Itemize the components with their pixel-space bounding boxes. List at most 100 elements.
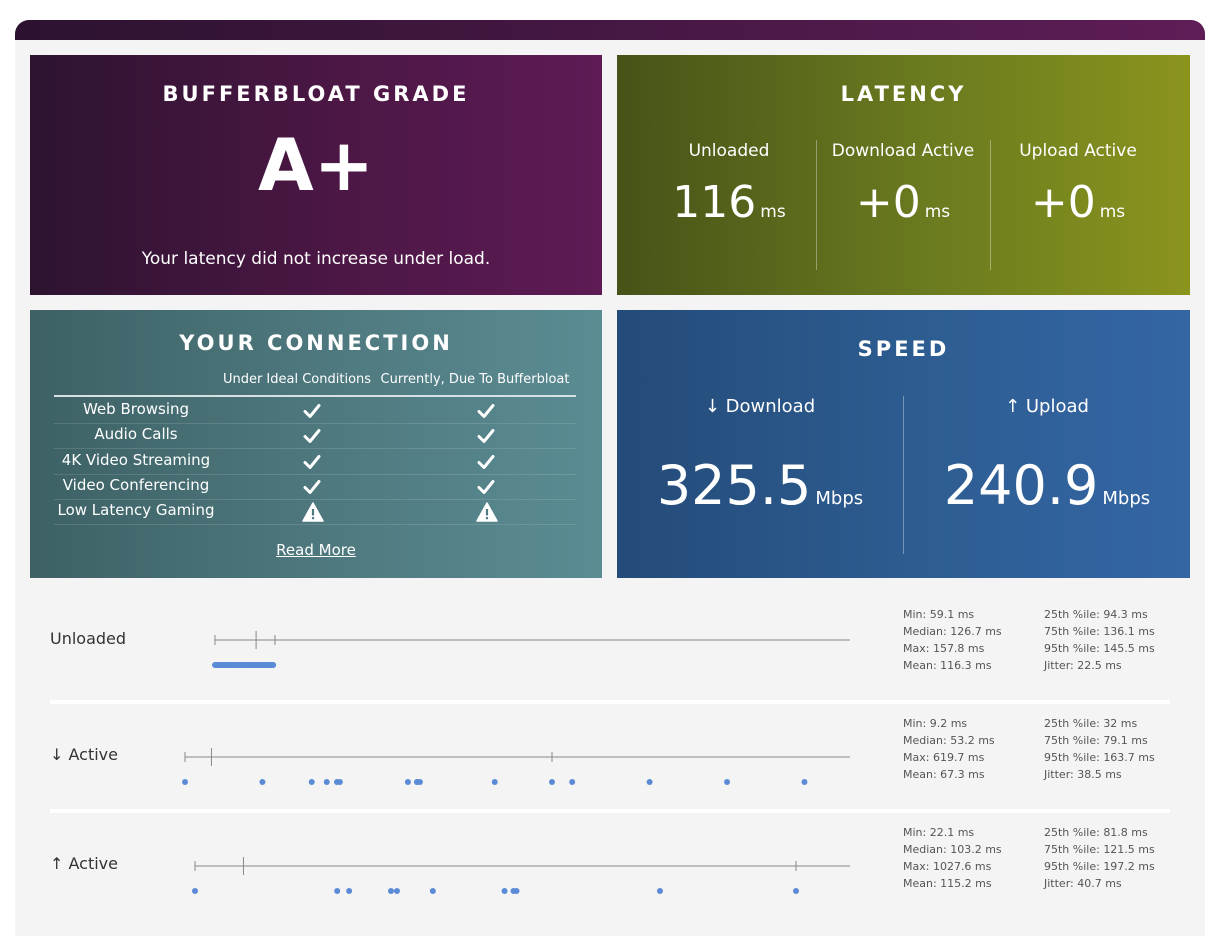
latency-value: +0 — [1030, 177, 1096, 228]
stat-right: 75th %ile: 136.1 ms — [1044, 625, 1155, 638]
sample-dot — [308, 779, 315, 785]
stat-left: Mean: 116.3 ms — [903, 659, 992, 672]
sample-dot — [346, 888, 353, 894]
box-plot — [212, 631, 850, 668]
header-bar — [15, 20, 1205, 40]
header-ideal-conditions: Under Ideal Conditions — [222, 372, 372, 387]
connection-row: Video Conferencing — [54, 474, 576, 500]
upload-value: 240.9 — [943, 454, 1099, 517]
sample-dot — [404, 779, 411, 785]
stat-left: Mean: 67.3 ms — [903, 768, 985, 781]
stat-left: Median: 126.7 ms — [903, 625, 1002, 638]
stat-right: Jitter: 40.7 ms — [1044, 877, 1122, 890]
download-value: 325.5 — [656, 454, 812, 517]
row-label: Unloaded — [50, 629, 127, 648]
results-panel: BUFFERBLOAT GRADE A+ Your latency did no… — [15, 20, 1205, 936]
activity-label: Low Latency Gaming — [57, 501, 215, 520]
stat-left: Min: 59.1 ms — [903, 608, 975, 621]
sample-dot — [333, 779, 340, 785]
sample-dot — [416, 779, 423, 785]
check-icon — [302, 426, 322, 446]
connection-row: Audio Calls — [54, 423, 576, 450]
sample-dot — [513, 888, 520, 894]
latency-row: ↑ Active Min: 22.1 ms Median: 103.2 ms Max:… — [50, 816, 1170, 916]
activity-label: Web Browsing — [82, 400, 190, 418]
stat-right: Jitter: 38.5 ms — [1044, 768, 1122, 781]
check-icon — [476, 401, 496, 421]
sample-dot — [192, 888, 198, 894]
sample-dot — [323, 779, 330, 785]
latency-unloaded: Unloaded 116 ms — [642, 141, 816, 225]
sample-dot — [724, 779, 731, 785]
latency-row: ↓ Active Min: 9.2 ms Median: 53.2 ms Max: 6… — [50, 707, 1170, 807]
upload-unit: Mbps — [1102, 488, 1151, 509]
latency-label: Upload Active — [1019, 141, 1137, 161]
connection-card: YOUR CONNECTION Under Ideal Conditions C… — [30, 310, 602, 578]
latency-title: LATENCY — [840, 82, 967, 106]
latency-upload-active: Upload Active +0 ms — [991, 141, 1165, 225]
grade-title: BUFFERBLOAT GRADE — [162, 82, 470, 106]
sample-dot — [259, 779, 266, 785]
sample-dot — [501, 888, 508, 894]
stat-right: 95th %ile: 163.7 ms — [1044, 751, 1155, 764]
stat-right: 25th %ile: 94.3 ms — [1044, 608, 1148, 621]
speed-title: SPEED — [857, 337, 950, 361]
sample-dot — [491, 779, 498, 785]
connection-title: YOUR CONNECTION — [179, 331, 453, 355]
read-more-link[interactable]: Read More — [276, 541, 356, 559]
download-label: ↓ Download — [704, 396, 816, 417]
connection-row: Low Latency Gaming — [54, 499, 576, 526]
divider — [903, 396, 904, 554]
stat-right: 95th %ile: 145.5 ms — [1044, 642, 1155, 655]
upload-label: ↑ Upload — [1005, 396, 1089, 417]
latency-download-active: Download Active +0 ms — [816, 141, 990, 225]
header-divider — [54, 395, 576, 397]
row-separator — [50, 809, 1170, 813]
sample-dot — [334, 888, 341, 894]
check-icon — [302, 401, 322, 421]
activity-label: Audio Calls — [94, 425, 178, 444]
sample-dot — [182, 779, 188, 785]
latency-value: +0 — [855, 177, 921, 228]
latency-card: LATENCY Unloaded 116 ms Download Active +… — [617, 55, 1190, 295]
sample-dot — [387, 888, 394, 894]
grade-letter: A+ — [257, 123, 375, 207]
stat-right: 25th %ile: 32 ms — [1044, 717, 1138, 730]
stat-left: Min: 22.1 ms — [903, 826, 975, 839]
latency-unit: ms — [924, 202, 951, 222]
speed-card: SPEED ↓ Download 325.5 Mbps ↑ Upload 240.… — [617, 310, 1190, 578]
activity-label: 4K Video Streaming — [61, 450, 211, 469]
connection-row: 4K Video Streaming — [54, 449, 576, 475]
connection-row: Web Browsing — [54, 398, 576, 424]
row-label: ↓ Active — [50, 745, 118, 764]
box-plot — [192, 857, 850, 894]
stat-right: 25th %ile: 81.8 ms — [1044, 826, 1148, 839]
sample-dot — [801, 779, 808, 785]
sample-dot — [270, 662, 277, 668]
check-icon — [302, 452, 322, 472]
latency-label: Unloaded — [688, 141, 770, 161]
stat-right: 75th %ile: 79.1 ms — [1044, 734, 1148, 747]
sample-dot — [549, 779, 555, 785]
sample-dot — [656, 888, 663, 894]
sample-dot — [793, 888, 799, 894]
stat-right: 95th %ile: 197.2 ms — [1044, 860, 1155, 873]
latency-value: 116 — [672, 177, 757, 228]
stat-left: Median: 103.2 ms — [903, 843, 1002, 856]
stat-left: Mean: 115.2 ms — [903, 877, 992, 890]
row-label: ↑ Active — [50, 854, 118, 873]
stat-left: Max: 1027.6 ms — [903, 860, 992, 873]
stat-left: Median: 53.2 ms — [903, 734, 995, 747]
stat-right: 75th %ile: 121.5 ms — [1044, 843, 1155, 856]
bufferbloat-grade-card: BUFFERBLOAT GRADE A+ Your latency did no… — [30, 55, 602, 295]
latency-unit: ms — [760, 202, 786, 222]
stat-left: Min: 9.2 ms — [903, 717, 968, 730]
activity-label: Video Conferencing — [62, 475, 210, 494]
speed-download: ↓ Download 325.5 Mbps — [617, 396, 903, 513]
header-current-conditions: Currently, Due To Bufferbloat — [380, 372, 570, 387]
grade-message: Your latency did not increase under load… — [141, 249, 491, 269]
box-plot — [182, 748, 850, 785]
divider — [990, 140, 991, 270]
latency-label: Download Active — [831, 141, 975, 161]
speed-upload: ↑ Upload 240.9 Mbps — [904, 396, 1190, 513]
